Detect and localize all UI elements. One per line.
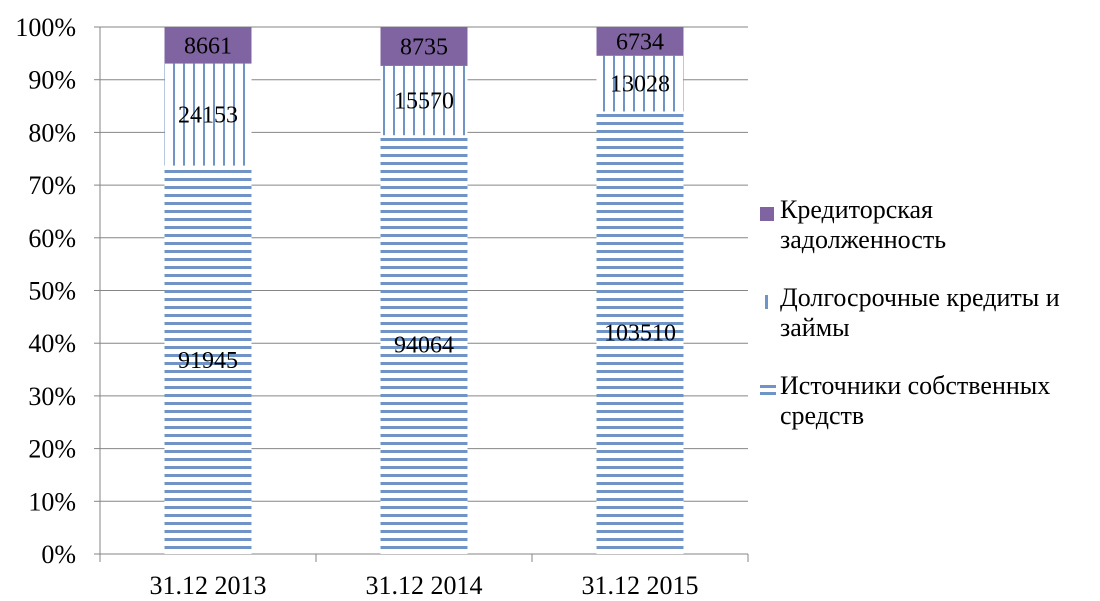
- bar-segment: [164, 27, 252, 64]
- legend-label: Кредиторская задолженность: [780, 195, 946, 254]
- y-tick-label: 100%: [15, 13, 76, 42]
- data-label: 24153: [178, 103, 238, 129]
- bar-segment: [596, 27, 684, 56]
- legend-label-line: Кредиторская: [780, 195, 933, 224]
- y-tick-label: 90%: [28, 66, 76, 95]
- data-label: 103510: [604, 321, 676, 347]
- bar-segment: [164, 165, 252, 554]
- legend: Кредиторская задолженность Долгосрочные кр…: [760, 195, 1060, 430]
- legend-label: Источники собственных средств: [780, 371, 1050, 430]
- data-label: 15570: [394, 89, 454, 115]
- y-tick-label: 10%: [28, 487, 76, 516]
- bar-segment: [164, 63, 252, 166]
- data-label: 6734: [616, 29, 664, 55]
- x-tick-label: 31.12 2014: [366, 571, 483, 600]
- bars: [164, 27, 684, 555]
- y-tick-label: 50%: [28, 277, 76, 306]
- data-label: 8735: [400, 34, 448, 60]
- legend-swatch-stripe: [760, 385, 776, 388]
- x-tick-label: 31.12 2015: [582, 571, 699, 600]
- legend-swatch-stripe: [760, 392, 776, 395]
- bar-segment: [380, 65, 468, 136]
- x-tick-label: 31.12 2013: [150, 571, 267, 600]
- legend-swatch: [760, 385, 776, 395]
- y-tick-label: 70%: [28, 171, 76, 200]
- legend-label: Долгосрочные кредиты и займы: [780, 283, 1060, 342]
- legend-label-line: Долгосрочные кредиты и: [780, 283, 1060, 312]
- y-tick-label: 0%: [41, 540, 76, 569]
- data-label: 13028: [610, 72, 670, 98]
- y-tick-label: 80%: [28, 118, 76, 147]
- data-label: 8661: [184, 33, 232, 59]
- y-tick-label: 20%: [28, 435, 76, 464]
- legend-label-line: займы: [780, 313, 850, 342]
- legend-label-line: задолженность: [780, 225, 946, 254]
- y-axis-tick-labels: 0% 10% 20% 30% 40% 50% 60% 70% 80% 90% 100%: [15, 13, 76, 569]
- legend-swatch: [765, 295, 768, 309]
- data-label: 94064: [394, 333, 454, 359]
- bar-segment: [380, 135, 468, 555]
- legend-swatch: [760, 207, 774, 221]
- bar-segment: [596, 111, 684, 555]
- data-label: 91945: [178, 348, 238, 374]
- bar-segment: [380, 27, 468, 66]
- y-tick-label: 30%: [28, 382, 76, 411]
- y-tick-label: 60%: [28, 224, 76, 253]
- data-labels: 91945 24153 8661 94064 15570 8735 103510 13028 6…: [178, 29, 676, 373]
- x-axis-tick-labels: 31.12 2013 31.12 2014 31.12 2015: [150, 571, 699, 600]
- bar-segment: [596, 55, 684, 112]
- legend-label-line: средств: [780, 401, 864, 430]
- y-tick-label: 40%: [28, 329, 76, 358]
- legend-label-line: Источники собственных: [780, 371, 1050, 400]
